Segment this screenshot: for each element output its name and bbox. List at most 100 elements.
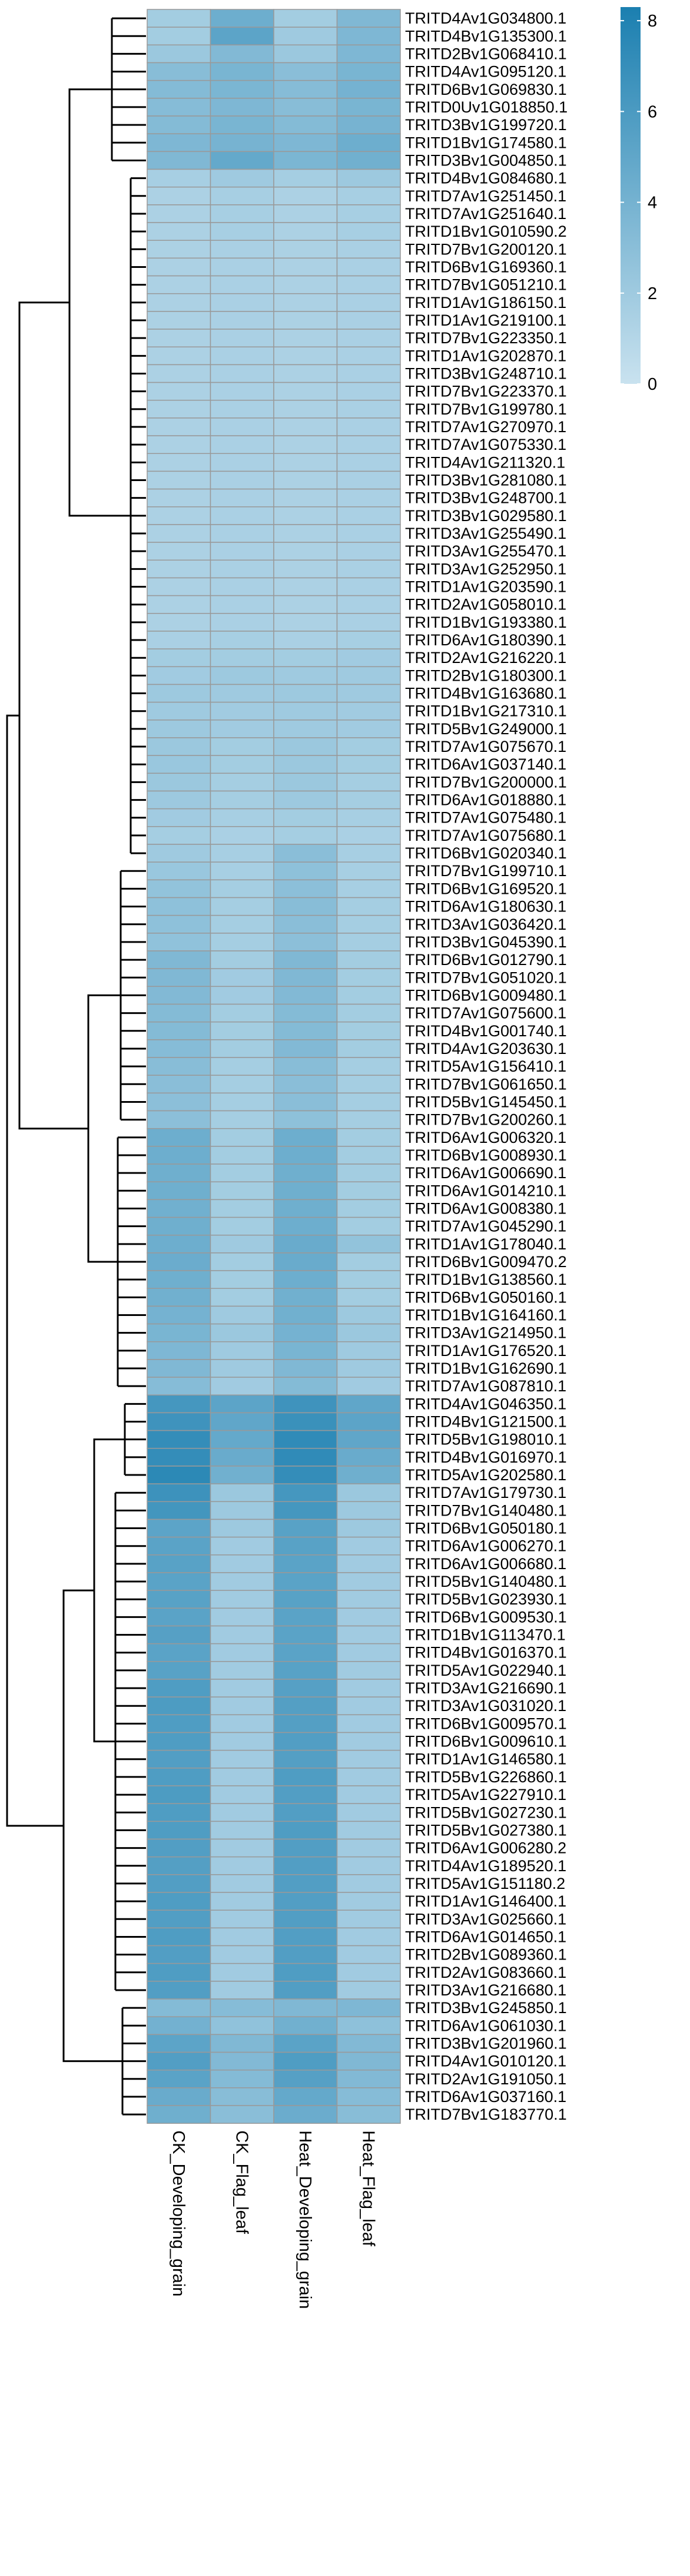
row-label: TRITD4Av1G189520.1 xyxy=(405,1857,566,1875)
heatmap-cell xyxy=(336,1661,401,1680)
heatmap-cell xyxy=(273,257,338,277)
heatmap-cell xyxy=(336,1128,401,1147)
row-label: TRITD6Bv1G169520.1 xyxy=(405,880,567,897)
heatmap-cell xyxy=(147,577,211,596)
row-label: TRITD5Av1G227910.1 xyxy=(405,1786,566,1803)
heatmap-cell xyxy=(336,186,401,205)
heatmap-cell xyxy=(336,151,401,170)
heatmap-cell xyxy=(273,1288,338,1307)
heatmap-cell xyxy=(147,453,211,472)
heatmap-cell xyxy=(273,1519,338,1538)
row-label: TRITD1Bv1G164160.1 xyxy=(405,1306,567,1324)
heatmap-cell xyxy=(336,1892,401,1911)
heatmap-cell xyxy=(210,1110,274,1129)
row-label: TRITD5Bv1G145450.1 xyxy=(405,1093,567,1110)
dendrogram-branch xyxy=(114,1491,146,1991)
heatmap-cell xyxy=(336,648,401,668)
heatmap-cell xyxy=(273,968,338,987)
heatmap-cell xyxy=(336,2105,401,2124)
heatmap-cell xyxy=(210,666,274,685)
heatmap-cell xyxy=(273,186,338,205)
color-legend: 0 2 4 6 8 xyxy=(621,7,657,394)
heatmap-cell xyxy=(273,506,338,525)
heatmap-cell xyxy=(147,186,211,205)
heatmap-cell xyxy=(273,1430,338,1449)
heatmap-cell xyxy=(336,1696,401,1716)
heatmap-cell xyxy=(147,1003,211,1023)
row-label: TRITD2Av1G191050.1 xyxy=(405,2070,566,2088)
heatmap-cell xyxy=(147,1181,211,1201)
row-label: TRITD1Av1G146400.1 xyxy=(405,1892,566,1910)
heatmap-cell xyxy=(273,577,338,596)
heatmap-cell xyxy=(210,1572,274,1591)
row-label: TRITD5Bv1G023930.1 xyxy=(405,1590,567,1608)
heatmap-cell xyxy=(147,115,211,134)
heatmap-cell xyxy=(210,1394,274,1414)
row-label: TRITD7Av1G075480.1 xyxy=(405,809,566,827)
heatmap-cell xyxy=(210,1323,274,1342)
legend-tick-label: 8 xyxy=(648,12,657,31)
heatmap-cell xyxy=(210,1003,274,1023)
row-label: TRITD1Av1G203590.1 xyxy=(405,578,566,596)
heatmap-cell xyxy=(147,1234,211,1254)
heatmap-cell xyxy=(147,1466,211,1484)
heatmap-cell xyxy=(273,1394,338,1414)
heatmap-cell xyxy=(210,950,274,969)
row-label: TRITD6Bv1G009610.1 xyxy=(405,1733,567,1751)
heatmap-cell xyxy=(210,1501,274,1520)
heatmap-cell xyxy=(210,914,274,934)
heatmap-cell xyxy=(336,44,401,64)
heatmap-cell xyxy=(210,1377,274,1396)
column-labels: CK_Developing_grain CK_Flag_leaf Heat_Deve… xyxy=(169,2130,378,2309)
heatmap-cell xyxy=(273,879,338,899)
heatmap-cell xyxy=(147,1679,211,1698)
row-label: TRITD3Av1G031020.1 xyxy=(405,1697,566,1715)
row-label: TRITD7Av1G251640.1 xyxy=(405,205,566,223)
row-label: TRITD3Av1G216680.1 xyxy=(405,1981,566,1999)
heatmap-cell xyxy=(210,1785,274,1804)
heatmap-cell xyxy=(336,1270,401,1289)
heatmap-cell xyxy=(336,1323,401,1342)
heatmap-cell xyxy=(147,737,211,756)
dendrogram-branch xyxy=(18,301,88,1130)
heatmap-cell xyxy=(336,559,401,579)
row-label: TRITD3Av1G255490.1 xyxy=(405,525,566,542)
heatmap-cell xyxy=(273,1412,338,1431)
legend-tick-label: 2 xyxy=(648,284,657,303)
heatmap-cell xyxy=(273,648,338,668)
heatmap-cell xyxy=(273,595,338,614)
heatmap-cell xyxy=(147,1714,211,1733)
heatmap-cell xyxy=(210,26,274,46)
heatmap-cell xyxy=(273,666,338,685)
heatmap-cell xyxy=(210,1163,274,1182)
heatmap-cell xyxy=(273,1590,338,1609)
row-label: TRITD4Bv1G163680.1 xyxy=(405,685,567,702)
heatmap-cell xyxy=(336,986,401,1005)
heatmap-cell xyxy=(147,773,211,792)
heatmap-cell xyxy=(336,1536,401,1556)
heatmap-cell xyxy=(147,470,211,490)
heatmap-cell xyxy=(336,1554,401,1573)
heatmap-cell xyxy=(336,1643,401,1662)
row-label: TRITD6Av1G061030.1 xyxy=(405,2017,566,2034)
heatmap-cell xyxy=(336,844,401,863)
heatmap-cell xyxy=(336,1021,401,1040)
heatmap-cell xyxy=(336,1785,401,1804)
heatmap-cell xyxy=(147,346,211,366)
heatmap-cell xyxy=(273,417,338,436)
heatmap-cell xyxy=(147,1981,211,2000)
heatmap-cell xyxy=(273,1696,338,1716)
heatmap-cell xyxy=(210,684,274,703)
heatmap-cell xyxy=(336,1483,401,1503)
heatmap-cell xyxy=(210,1146,274,1165)
heatmap-cell xyxy=(147,1075,211,1094)
heatmap-cell xyxy=(210,9,274,28)
heatmap-cell xyxy=(210,1625,274,1645)
heatmap-cell xyxy=(147,897,211,916)
heatmap-cell xyxy=(273,204,338,223)
heatmap-cell xyxy=(210,1359,274,1378)
heatmap-cell xyxy=(273,2087,338,2106)
heatmap-cell xyxy=(210,844,274,863)
heatmap-cell xyxy=(210,1554,274,1573)
heatmap-cell xyxy=(336,1749,401,1769)
